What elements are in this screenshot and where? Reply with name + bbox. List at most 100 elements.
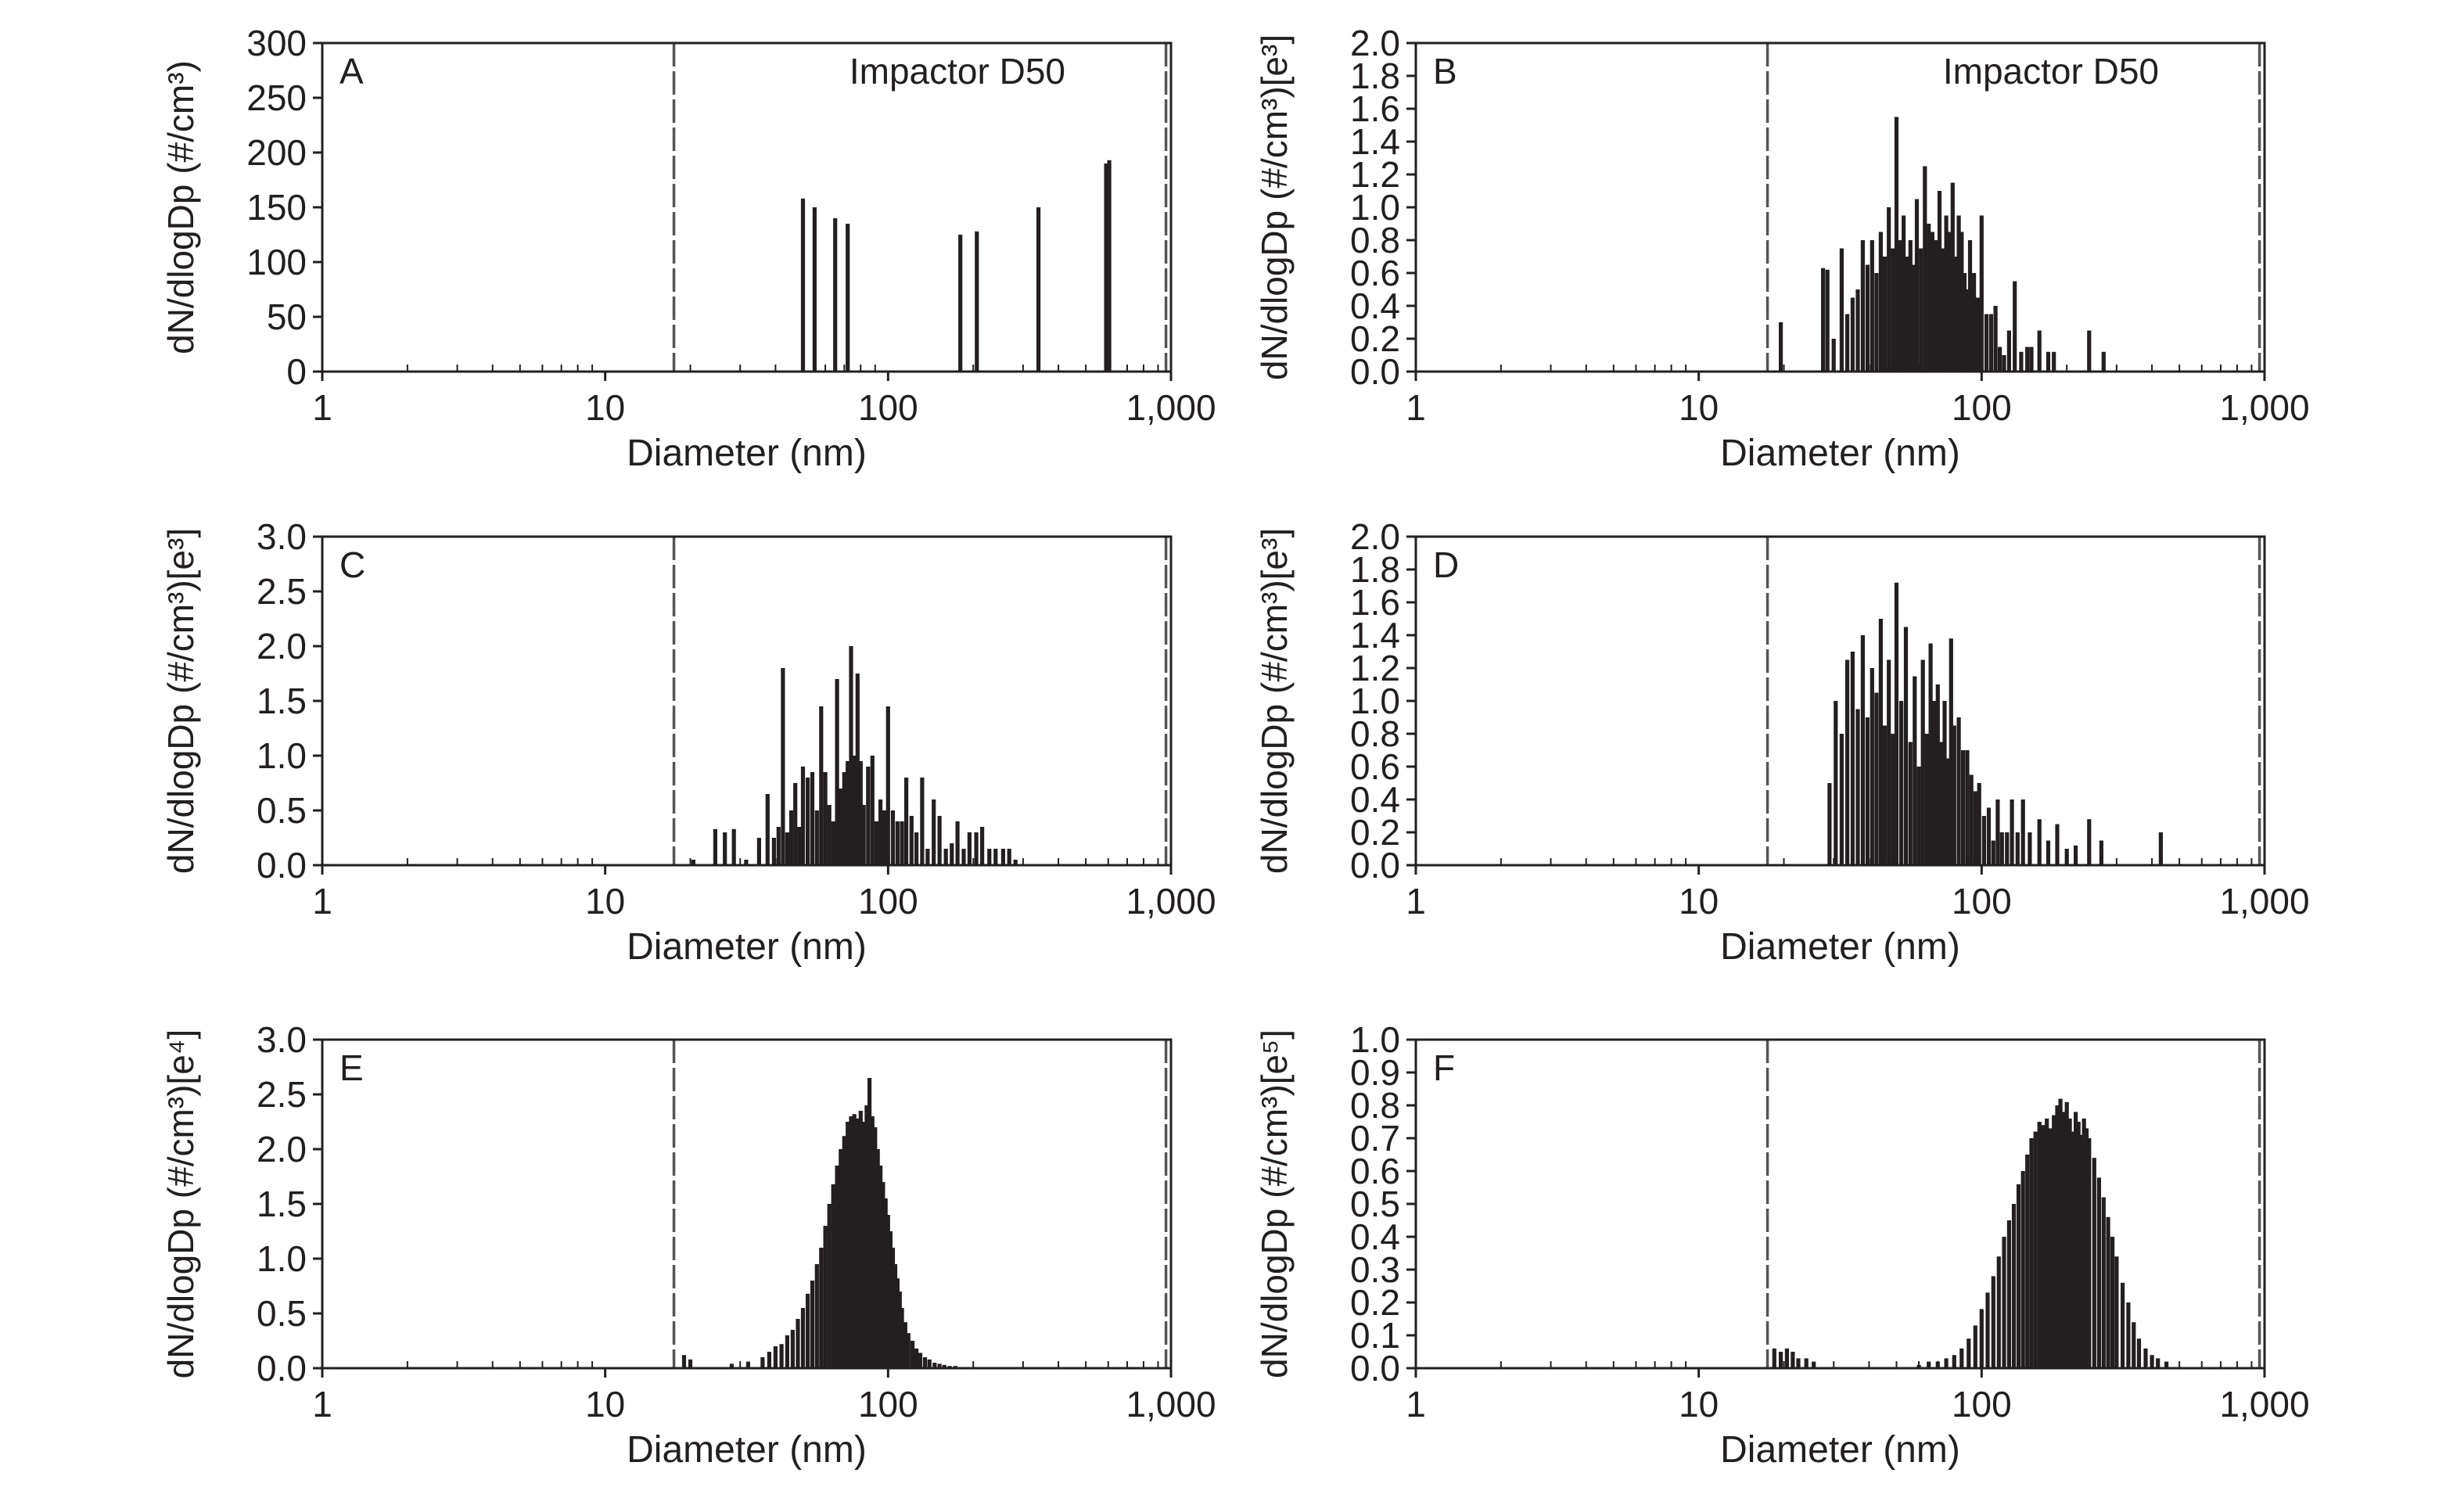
bar-series — [1772, 1098, 2169, 1368]
x-tick-label: 100 — [858, 387, 918, 428]
y-axis-title: dN/dlogDp (#/cm³) — [160, 60, 201, 354]
chart-panel-d: 0.00.20.40.60.81.01.21.41.61.82.0 1 10 100 1… — [1254, 516, 2310, 968]
bar — [2029, 347, 2034, 372]
bar — [1972, 273, 1977, 372]
y-tick-label: 1.0 — [257, 1238, 307, 1279]
x-tick-label: 1 — [1406, 1384, 1426, 1425]
bar — [729, 1363, 734, 1368]
bar — [888, 1231, 893, 1368]
bar — [2156, 1358, 2160, 1368]
y-tick-label: 1.0 — [1350, 187, 1400, 228]
bar-series — [681, 1078, 957, 1368]
y-tick-label: 250 — [246, 77, 307, 118]
bar — [1944, 215, 1949, 372]
y-tick-label: 3.0 — [257, 1019, 307, 1060]
bar — [2006, 1220, 2011, 1368]
bar — [846, 224, 850, 372]
y-tick-label: 2.0 — [1350, 23, 1400, 63]
x-axis-title: Diameter (nm) — [627, 433, 867, 474]
bar — [812, 207, 817, 372]
bar — [823, 772, 828, 865]
bar — [878, 1166, 883, 1368]
y-tick-label: 0.2 — [1350, 318, 1400, 359]
y-tick-label: 1.2 — [1350, 648, 1400, 688]
bar — [691, 860, 695, 865]
bar — [932, 1363, 937, 1368]
bar — [819, 1248, 824, 1368]
x-tick-label: 100 — [1952, 881, 2012, 922]
bar — [993, 849, 998, 865]
y-axis-title: dN/dlogDp (#/cm³)[e³] — [160, 528, 201, 874]
bar — [785, 1335, 789, 1368]
bar — [2002, 1237, 2006, 1368]
bar — [1860, 240, 1865, 372]
bar — [819, 706, 824, 865]
bar — [1919, 248, 1923, 372]
bar — [849, 646, 853, 865]
bar — [1804, 1358, 1808, 1368]
bar — [867, 1078, 872, 1368]
bar — [925, 849, 930, 865]
bar — [2136, 1338, 2142, 1368]
bar — [1961, 750, 1966, 865]
bar — [1967, 240, 1973, 372]
bar — [1905, 257, 1909, 372]
panel-letter: F — [1433, 1047, 1455, 1088]
bar — [1779, 322, 1783, 372]
x-tick-label: 1,000 — [2219, 881, 2309, 922]
bar — [797, 827, 802, 865]
y-tick-label: 1.0 — [1350, 681, 1400, 721]
bar — [1891, 734, 1895, 865]
panel-letter: C — [339, 544, 365, 585]
bar — [974, 832, 979, 865]
bar — [1104, 163, 1108, 372]
panel-letter: E — [339, 1047, 364, 1088]
bar — [2046, 351, 2051, 372]
bar — [1981, 816, 1986, 865]
bar — [2074, 845, 2078, 865]
y-tick-label: 1.5 — [257, 681, 307, 721]
bar — [2052, 1115, 2056, 1368]
y-tick-label: 2.0 — [257, 1129, 307, 1169]
bar — [827, 805, 832, 865]
y-tick-label: 0.4 — [1350, 779, 1400, 820]
x-tick-label: 1,000 — [1126, 1384, 1216, 1425]
bar — [1883, 257, 1888, 372]
bar — [1952, 725, 1956, 865]
y-tick-label: 0.2 — [1350, 812, 1400, 853]
bar — [760, 1357, 765, 1368]
bar — [846, 1122, 850, 1368]
bar — [927, 1359, 932, 1368]
x-tick-label: 1,000 — [1126, 387, 1216, 428]
y-tick-label: 0.4 — [1350, 1216, 1400, 1257]
y-tick-label: 100 — [246, 242, 307, 282]
bar — [835, 1166, 839, 1368]
bar — [1973, 1325, 1977, 1368]
bar — [1887, 659, 1891, 865]
bar — [906, 1333, 911, 1368]
bar — [1845, 659, 1850, 865]
bar — [1920, 659, 1925, 865]
bar — [810, 1281, 815, 1368]
bar — [842, 1136, 846, 1368]
y-axis-title: dN/dlogDp (#/cm³)[e⁴] — [160, 1029, 201, 1379]
bar — [776, 827, 781, 865]
bar — [1874, 273, 1879, 372]
bar — [2164, 1361, 2169, 1368]
bar — [2006, 330, 2011, 372]
y-tick-label: 2.0 — [257, 626, 307, 666]
bar — [779, 1344, 784, 1368]
bar — [1928, 643, 1933, 865]
bar — [882, 810, 887, 865]
bar — [2114, 1256, 2119, 1368]
bar — [1927, 224, 1931, 372]
bar — [2020, 1171, 2025, 1368]
bar — [2058, 1098, 2063, 1368]
bar — [1894, 117, 1899, 372]
y-tick-label: 1.6 — [1350, 88, 1400, 129]
y-tick-label: 0.8 — [1350, 220, 1400, 260]
y-axis-title: dN/dlogDp (#/cm³)[e³] — [1254, 528, 1295, 874]
y-tick-label: 1.6 — [1350, 582, 1400, 623]
bar — [756, 838, 761, 865]
x-axis-title: Diameter (nm) — [1720, 1429, 1960, 1471]
